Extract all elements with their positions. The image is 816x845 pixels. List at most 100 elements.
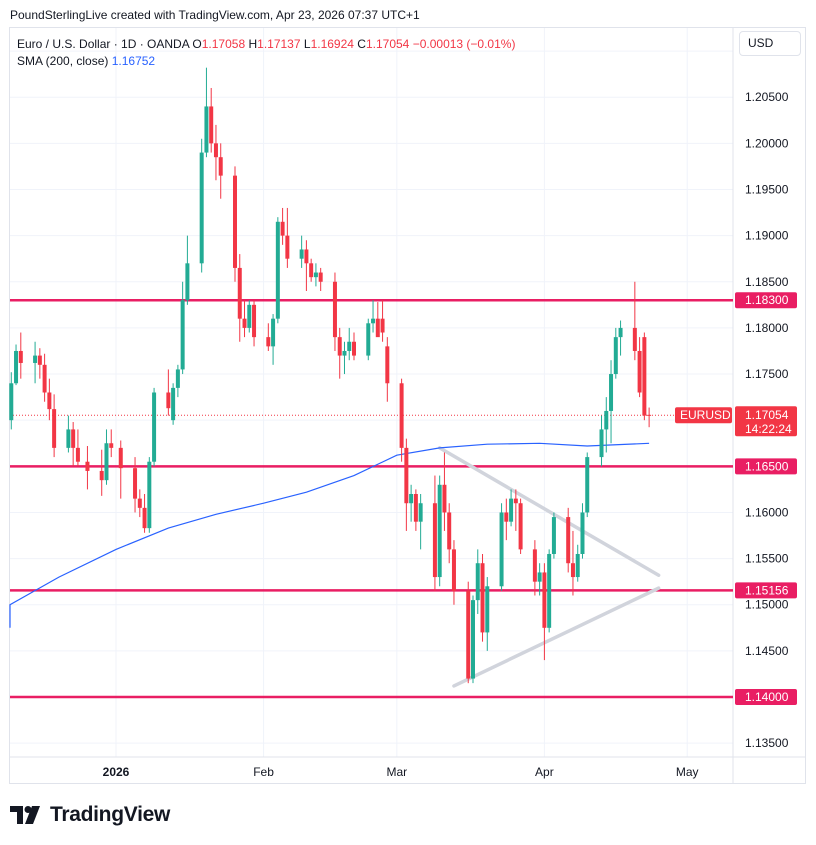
- candle-body: [309, 263, 314, 278]
- candle-body: [133, 468, 138, 499]
- candle-body: [14, 350, 19, 384]
- candle: [480, 553, 485, 642]
- candle-body: [171, 387, 176, 421]
- sma-200-line: [9, 442, 650, 628]
- countdown-timer: 14:22:24: [745, 422, 792, 436]
- candle-body: [318, 272, 323, 282]
- trendline: [437, 446, 661, 577]
- candle: [413, 489, 418, 531]
- candle: [609, 360, 614, 444]
- candle-body: [471, 600, 475, 679]
- time-tick-label: Mar: [387, 765, 408, 779]
- candle: [632, 281, 637, 361]
- candle-body: [432, 503, 437, 578]
- time-axis: 2026 Feb Mar Apr May: [103, 765, 699, 779]
- candles: [9, 67, 652, 684]
- candle: [575, 544, 580, 582]
- high-value: 1.17137: [257, 37, 301, 51]
- candle: [33, 341, 38, 384]
- candle-body: [242, 318, 247, 328]
- candle: [14, 344, 19, 386]
- open-label: O: [192, 37, 202, 51]
- candle-body: [37, 355, 42, 365]
- candle: [275, 217, 280, 324]
- candle-body: [18, 350, 23, 363]
- level-price-tag-bg: [735, 582, 797, 599]
- currency-button[interactable]: USD: [739, 31, 801, 56]
- candle: [299, 235, 304, 268]
- candle: [385, 337, 390, 402]
- candle-body: [385, 346, 390, 384]
- candle: [133, 457, 138, 513]
- candle: [199, 138, 204, 273]
- candle-body: [532, 549, 537, 582]
- candle: [47, 378, 52, 421]
- candle-body: [313, 272, 318, 278]
- candle-body: [337, 337, 342, 356]
- candle-body: [371, 318, 376, 324]
- candle: [547, 549, 552, 633]
- price-tick-label: 1.15500: [745, 552, 789, 566]
- candle: [618, 320, 623, 356]
- candle-body: [204, 106, 209, 153]
- candle: [247, 300, 252, 333]
- candle-body: [280, 221, 285, 236]
- candle: [451, 540, 456, 605]
- candle: [542, 563, 547, 661]
- candle-body: [209, 106, 214, 144]
- candle: [371, 300, 376, 333]
- candle: [437, 475, 442, 587]
- candle: [304, 240, 309, 291]
- candle: [171, 383, 176, 425]
- price-axis: 1.210001.205001.200001.195001.190001.185…: [675, 44, 797, 750]
- candle-body: [642, 337, 647, 416]
- high-label: H: [248, 37, 258, 51]
- candle-body: [332, 281, 337, 338]
- candle: [180, 281, 185, 375]
- candle-body: [485, 586, 490, 633]
- candle-body: [237, 267, 242, 319]
- time-tick-label: 2026: [103, 765, 130, 779]
- candle: [71, 422, 76, 467]
- candle-body: [480, 563, 485, 633]
- candle-body: [447, 512, 452, 550]
- time-tick-label: Apr: [535, 765, 554, 779]
- candle-body: [375, 318, 380, 338]
- candle: [475, 549, 480, 614]
- candle: [485, 577, 490, 651]
- candle-body: [604, 410, 609, 430]
- current-price-value: 1.17054: [745, 408, 789, 422]
- candle-body: [542, 572, 547, 628]
- sma-label[interactable]: SMA (200, close): [17, 54, 109, 68]
- candle-body: [147, 461, 152, 529]
- candle: [280, 207, 285, 245]
- candle: [147, 457, 152, 533]
- candle: [99, 449, 104, 496]
- candle: [566, 507, 571, 573]
- candle-body: [233, 175, 237, 268]
- candle: [337, 327, 342, 379]
- symbol-label[interactable]: Euro / U.S. Dollar · 1D · OANDA: [17, 37, 190, 51]
- symbol-tag-text: EURUSD: [680, 408, 731, 422]
- change-value: −0.00013 (−0.01%): [412, 37, 516, 51]
- candle: [466, 581, 471, 684]
- candle-body: [399, 383, 404, 448]
- level-price-tag-bg: [735, 292, 797, 309]
- candle-body: [352, 341, 356, 356]
- candle-body: [180, 300, 185, 370]
- candle: [366, 318, 371, 361]
- candle: [285, 207, 290, 268]
- candle: [537, 563, 542, 596]
- tradingview-logo[interactable]: TradingView: [10, 803, 170, 827]
- price-tick-label: 1.18500: [745, 275, 789, 289]
- candle: [409, 484, 414, 522]
- candle: [204, 67, 209, 158]
- candle: [599, 415, 604, 467]
- price-tick-label: 1.13500: [745, 736, 789, 750]
- candle-body: [466, 590, 471, 679]
- candle-body: [475, 563, 480, 601]
- candle-body: [266, 337, 271, 347]
- price-tick-label: 1.19500: [745, 182, 789, 196]
